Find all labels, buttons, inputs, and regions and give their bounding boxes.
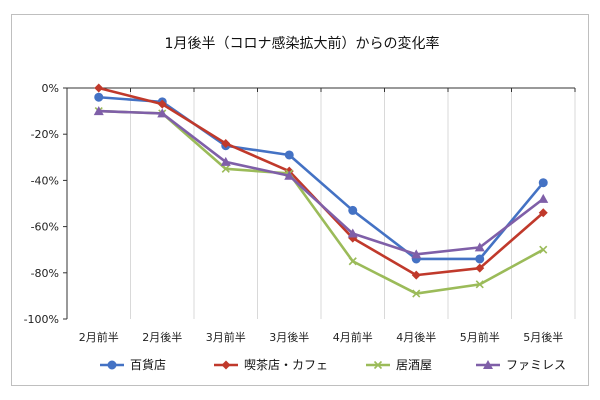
x-tick-label: 2月後半 [142, 330, 182, 344]
data-point [221, 360, 231, 370]
y-axis-ticks: 0% -20% -40% -60% -80% -100% [24, 82, 67, 326]
data-point [348, 257, 357, 266]
data-point [221, 138, 231, 148]
x-tick-label: 3月後半 [269, 330, 309, 344]
data-point [411, 249, 422, 259]
data-point [538, 178, 548, 188]
data-point [373, 360, 383, 370]
legend-item: 百貨店 [100, 357, 166, 372]
gridlines [130, 88, 576, 319]
data-point [94, 83, 104, 93]
data-point [475, 254, 485, 264]
data-point [475, 263, 485, 273]
x-tick-label: 5月前半 [460, 330, 500, 344]
y-tick-label: -60% [31, 221, 59, 234]
legend-label: 居酒屋 [396, 358, 432, 372]
data-point [221, 164, 230, 173]
line-chart: 1月後半（コロナ感染拡大前）からの変化率 0% -20% -40% -60% -80% -… [24, 35, 576, 372]
data-point [539, 245, 548, 254]
series-4 [93, 106, 549, 259]
y-tick-label: -20% [31, 128, 59, 141]
data-point [284, 150, 294, 160]
data-point [347, 228, 358, 238]
data-point [157, 108, 168, 118]
data-point [94, 92, 104, 102]
legend-item: 喫茶店・カフェ [214, 357, 328, 372]
x-tick-label: 3月前半 [206, 330, 246, 344]
x-tick-label: 2月前半 [79, 330, 119, 344]
legend-item: 居酒屋 [366, 358, 432, 372]
legend-label: ファミレス [506, 358, 566, 372]
x-tick-label: 5月後半 [523, 330, 563, 344]
data-point [483, 360, 493, 369]
data-point [475, 280, 484, 289]
series-line [98, 109, 545, 256]
legend: 百貨店 喫茶店・カフェ 居酒屋 ファミレス [100, 357, 566, 372]
data-point [538, 193, 549, 203]
data-point [284, 170, 295, 180]
chart-frame: 1月後半（コロナ感染拡大前）からの変化率 0% -20% -40% -60% -80% -… [11, 14, 589, 386]
y-tick-label: -80% [31, 267, 59, 280]
data-point [93, 106, 104, 116]
data-point [412, 289, 421, 298]
x-tick-label: 4月前半 [333, 330, 373, 344]
y-tick-label: -100% [24, 313, 59, 326]
legend-label: 百貨店 [130, 357, 166, 372]
x-axis-ticks: 2月前半 2月後半 3月前半 3月後半 4月前半 4月後半 5月前半 5月後半 [66, 88, 576, 344]
series-line [98, 95, 545, 261]
data-point [220, 156, 231, 166]
legend-label: 喫茶店・カフェ [244, 357, 328, 372]
series-group [93, 83, 549, 298]
data-point [157, 99, 167, 109]
data-point [348, 205, 358, 215]
y-tick-label: -40% [31, 174, 59, 187]
data-point [538, 208, 548, 218]
chart-title: 1月後半（コロナ感染拡大前）からの変化率 [165, 35, 440, 52]
legend-item: ファミレス [476, 358, 566, 372]
y-tick-label: 0% [42, 82, 59, 95]
series-1 [94, 92, 548, 264]
data-point [107, 360, 117, 370]
data-point [474, 242, 485, 252]
data-point [411, 270, 421, 280]
x-tick-label: 4月後半 [396, 330, 436, 344]
